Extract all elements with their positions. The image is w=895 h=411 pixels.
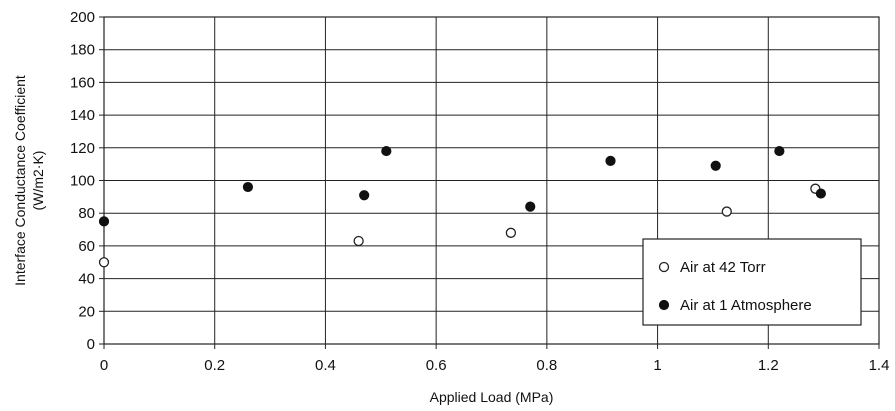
legend: Air at 42 Torr Air at 1 Atmosphere xyxy=(643,239,861,325)
x-tick-label: 0.6 xyxy=(426,357,447,374)
x-tick-label: 1 xyxy=(653,357,661,374)
y-tick-label: 200 xyxy=(70,9,95,26)
data-point-series-0-3 xyxy=(722,207,731,216)
y-tick-label: 120 xyxy=(70,140,95,157)
data-point-series-1-4 xyxy=(526,202,535,211)
y-tick-label: 80 xyxy=(78,205,95,222)
y-tick-label: 180 xyxy=(70,42,95,59)
data-point-series-1-8 xyxy=(816,189,825,198)
y-axis-title-line-1: Interface Conductance Coefficient xyxy=(12,75,28,286)
x-tick-label: 0.8 xyxy=(536,357,557,374)
data-point-series-1-5 xyxy=(606,156,615,165)
x-tick-label: 0.2 xyxy=(204,357,225,374)
y-tick-label: 100 xyxy=(70,173,95,190)
y-tick-label: 0 xyxy=(87,336,95,353)
x-tick-label: 1.4 xyxy=(869,357,890,374)
y-tick-label: 140 xyxy=(70,107,95,124)
data-point-series-1-0 xyxy=(99,217,108,226)
data-point-series-0-2 xyxy=(506,228,515,237)
y-axis-title: Interface Conductance Coefficient (W/m2·… xyxy=(12,75,46,286)
y-tick-label: 160 xyxy=(70,74,95,91)
x-tick-label: 0 xyxy=(100,357,108,374)
data-point-series-1-7 xyxy=(775,146,784,155)
legend-label-air-42-torr: Air at 42 Torr xyxy=(680,259,766,276)
x-tick-label: 0.4 xyxy=(315,357,336,374)
data-point-series-0-0 xyxy=(100,258,109,267)
legend-marker-air-42-torr xyxy=(660,263,669,272)
x-axis-title: Applied Load (MPa) xyxy=(430,389,554,405)
y-axis-title-line-2: (W/m2·K) xyxy=(30,151,46,211)
legend-label-air-1-atmosphere: Air at 1 Atmosphere xyxy=(680,297,812,314)
legend-marker-air-1-atmosphere xyxy=(659,300,668,309)
data-point-series-1-6 xyxy=(711,161,720,170)
data-point-series-1-2 xyxy=(360,191,369,200)
y-tick-label: 60 xyxy=(78,238,95,255)
x-tick-label: 1.2 xyxy=(758,357,779,374)
x-axis-ticks: 0 0.2 0.4 0.6 0.8 1 1.2 1.4 xyxy=(100,344,890,374)
data-point-series-1-3 xyxy=(382,146,391,155)
y-tick-label: 40 xyxy=(78,271,95,288)
y-axis-ticks: 0 20 40 60 80 100 120 140 160 180 200 xyxy=(70,9,104,353)
data-point-series-1-1 xyxy=(243,182,252,191)
data-point-series-0-1 xyxy=(354,236,363,245)
y-tick-label: 20 xyxy=(78,303,95,320)
